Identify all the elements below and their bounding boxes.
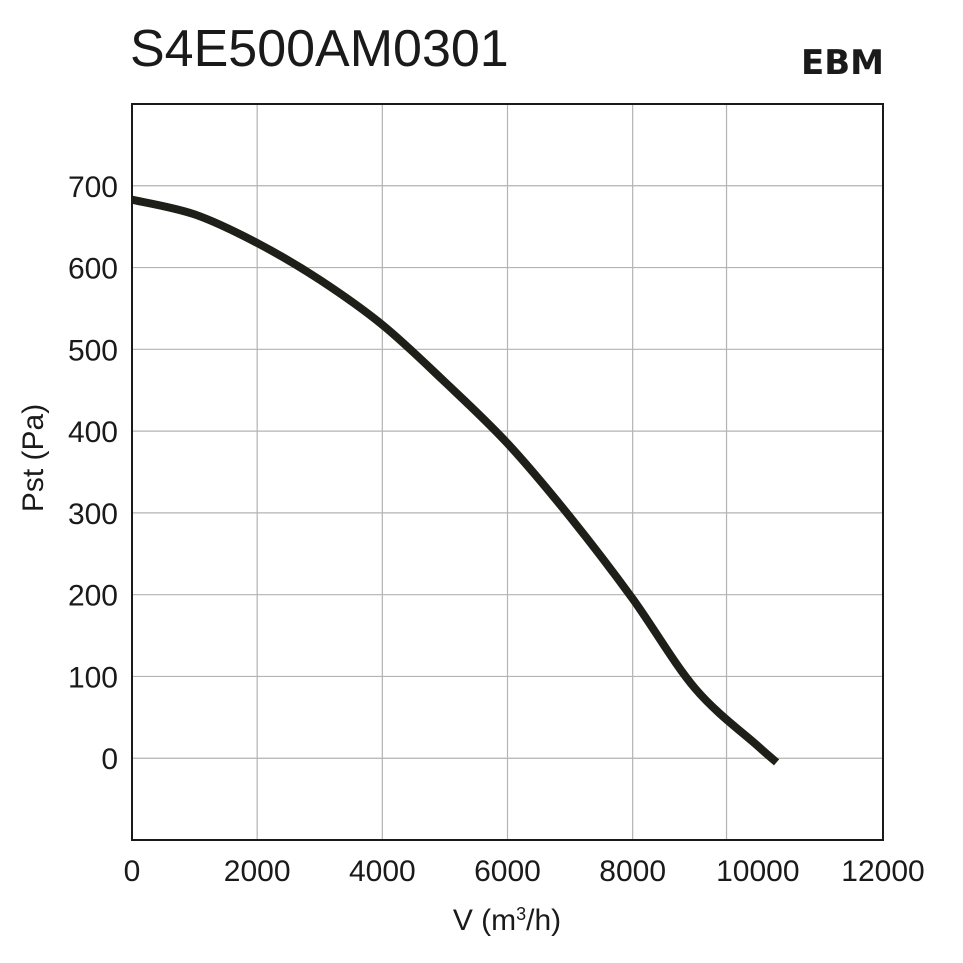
brand-logo: EBM bbox=[801, 43, 884, 83]
x-axis-label-main: V (m bbox=[453, 904, 516, 937]
y-tick-label: 200 bbox=[68, 580, 118, 613]
y-tick-label: 600 bbox=[68, 253, 118, 286]
y-axis-ticks: 0 100 200 300 400 500 600 700 bbox=[68, 171, 118, 776]
x-axis-ticks: 0 2000 4000 6000 8000 10000 12000 bbox=[124, 855, 925, 888]
plot-frame bbox=[131, 103, 884, 841]
x-axis-label-end: /h) bbox=[526, 904, 561, 937]
x-tick-label: 2000 bbox=[224, 855, 291, 888]
y-tick-label: 100 bbox=[68, 661, 118, 694]
grid bbox=[132, 104, 883, 840]
x-axis-label-superscript: 3 bbox=[516, 904, 526, 924]
chart-title: S4E500AM0301 bbox=[130, 20, 509, 78]
y-tick-label: 400 bbox=[68, 416, 118, 449]
x-tick-label: 10000 bbox=[716, 855, 799, 888]
y-tick-label: 700 bbox=[68, 171, 118, 204]
x-axis-label: V (m3/h) bbox=[453, 904, 561, 937]
x-tick-label: 6000 bbox=[474, 855, 541, 888]
y-axis-label: Pst (Pa) bbox=[17, 404, 50, 512]
x-tick-label: 4000 bbox=[349, 855, 416, 888]
y-tick-label: 500 bbox=[68, 334, 118, 367]
x-tick-label: 0 bbox=[124, 855, 141, 888]
y-tick-label: 300 bbox=[68, 498, 118, 531]
series-line bbox=[131, 195, 780, 766]
y-tick-label: 0 bbox=[101, 743, 118, 776]
x-tick-label: 12000 bbox=[841, 855, 924, 888]
x-tick-label: 8000 bbox=[599, 855, 666, 888]
series-layer bbox=[131, 195, 780, 766]
